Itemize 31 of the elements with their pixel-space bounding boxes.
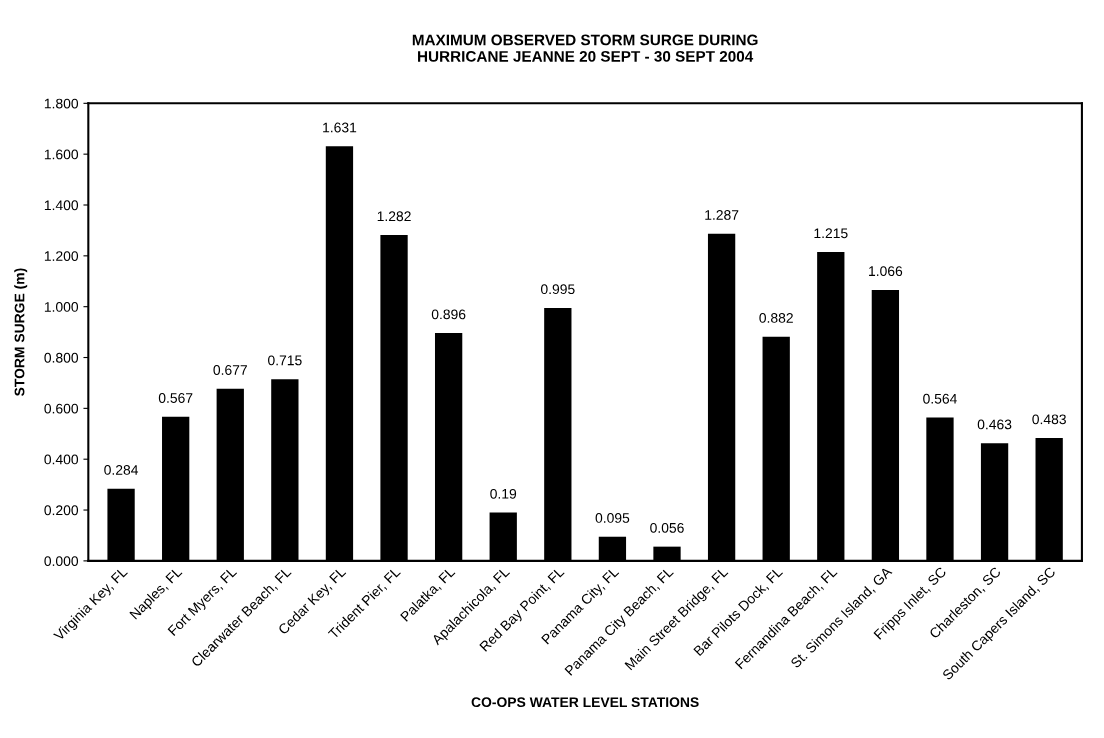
y-tick-label: 0.000 bbox=[44, 556, 79, 567]
data-label: 0.19 bbox=[490, 488, 517, 499]
data-label: 0.463 bbox=[977, 419, 1012, 430]
data-label: 0.284 bbox=[104, 465, 139, 475]
data-label: 0.483 bbox=[1032, 414, 1066, 425]
chart-title: MAXIMUM OBSERVED STORM SURGE DURING HURRICANE JEANNE 20 SEPT - 30 SEPT 2004 bbox=[412, 34, 758, 62]
x-axis-title: CO-OPS WATER LEVEL STATIONS bbox=[471, 697, 699, 708]
data-label: 0.882 bbox=[759, 312, 793, 323]
data-label: 1.282 bbox=[377, 211, 411, 222]
data-label: 0.995 bbox=[540, 284, 575, 295]
y-tick-label: 0.800 bbox=[44, 352, 79, 363]
data-label: 0.095 bbox=[595, 513, 630, 523]
data-label: 1.631 bbox=[323, 122, 357, 133]
data-label: 0.564 bbox=[923, 393, 957, 404]
data-label: 0.715 bbox=[268, 355, 302, 366]
y-tick-label: 0.400 bbox=[44, 454, 79, 465]
data-label: 0.677 bbox=[213, 365, 247, 375]
y-tick-label: 1.000 bbox=[44, 302, 79, 312]
data-label: 0.567 bbox=[158, 393, 193, 403]
data-label: 1.215 bbox=[814, 228, 848, 239]
y-tick-label: 1.400 bbox=[44, 200, 79, 211]
y-axis-title: STORM SURGE (m) bbox=[14, 268, 28, 397]
y-tick-label: 0.200 bbox=[44, 505, 79, 516]
y-tick-label: 0.600 bbox=[44, 403, 79, 414]
y-tick-label: 1.600 bbox=[44, 149, 79, 160]
data-label: 1.287 bbox=[705, 210, 739, 220]
y-tick-label: 1.800 bbox=[44, 98, 79, 109]
data-label: 1.066 bbox=[869, 266, 903, 277]
data-label: 0.896 bbox=[431, 309, 466, 320]
data-label: 0.056 bbox=[650, 522, 684, 533]
y-tick-label: 1.200 bbox=[44, 251, 79, 262]
